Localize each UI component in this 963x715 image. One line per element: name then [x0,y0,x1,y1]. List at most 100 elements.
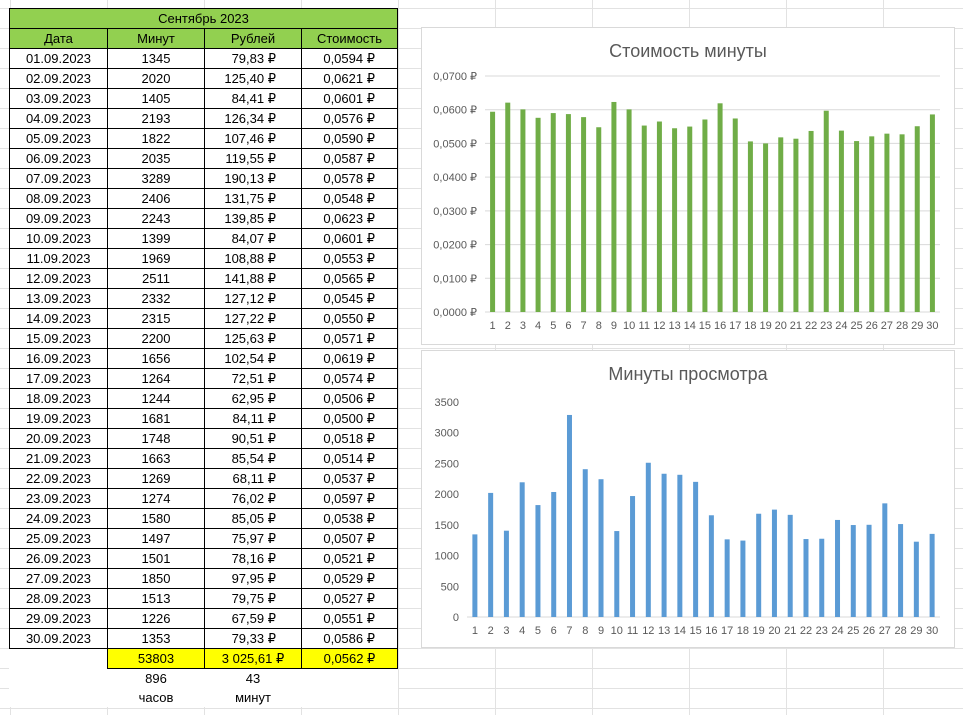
table-cell[interactable]: 79,75 ₽ [204,588,302,609]
table-cell[interactable]: 0,0571 ₽ [301,328,398,349]
table-cell[interactable]: 125,40 ₽ [204,68,302,89]
bar-day-24[interactable] [838,130,844,312]
table-cell[interactable]: 2511 [107,268,205,289]
table-cell[interactable]: 141,88 ₽ [204,268,302,289]
total-rubles[interactable]: 3 025,61 ₽ [204,648,302,669]
table-cell[interactable]: 2200 [107,328,205,349]
table-cell[interactable]: 0,0623 ₽ [301,208,398,229]
bar-day-16[interactable] [717,103,723,313]
bar-day-18[interactable] [740,540,746,617]
table-cell[interactable]: 08.09.2023 [9,188,108,209]
bar-day-25[interactable] [854,141,860,312]
table-cell[interactable]: 0,0506 ₽ [301,388,398,409]
table-cell[interactable]: 0,0538 ₽ [301,508,398,529]
bar-day-2[interactable] [488,492,494,617]
table-cell[interactable]: 0,0514 ₽ [301,448,398,469]
table-cell[interactable]: 22.09.2023 [9,468,108,489]
table-cell[interactable]: 0,0574 ₽ [301,368,398,389]
table-cell[interactable]: 0,0500 ₽ [301,408,398,429]
table-cell[interactable]: 1226 [107,608,205,629]
bar-day-1[interactable] [490,111,496,312]
table-cell[interactable]: 75,97 ₽ [204,528,302,549]
table-cell[interactable]: 13.09.2023 [9,288,108,309]
table-cell[interactable]: 0,0601 ₽ [301,88,398,109]
bar-day-13[interactable] [661,473,667,617]
bar-day-16[interactable] [708,515,714,617]
bar-day-12[interactable] [656,121,662,312]
table-cell[interactable]: 0,0586 ₽ [301,628,398,649]
table-cell[interactable]: 26.09.2023 [9,548,108,569]
table-cell[interactable]: 1656 [107,348,205,369]
bar-day-26[interactable] [869,136,875,312]
table-cell[interactable]: 17.09.2023 [9,368,108,389]
table-cell[interactable]: 2035 [107,148,205,169]
table-cell[interactable]: 21.09.2023 [9,448,108,469]
bar-day-18[interactable] [747,141,753,312]
bar-day-17[interactable] [732,118,738,312]
hours-label[interactable]: часов [138,690,174,705]
bar-day-8[interactable] [596,127,602,312]
table-cell[interactable]: 10.09.2023 [9,228,108,249]
total-minutes[interactable]: 53803 [107,648,205,669]
bar-day-9[interactable] [598,479,604,617]
bar-day-6[interactable] [565,114,571,313]
table-cell[interactable]: 0,0576 ₽ [301,108,398,129]
table-cell[interactable]: 107,46 ₽ [204,128,302,149]
table-cell[interactable]: 11.09.2023 [9,248,108,269]
table-cell[interactable]: 0,0548 ₽ [301,188,398,209]
hours-value[interactable]: 896 [145,671,167,686]
bar-day-20[interactable] [771,509,777,617]
minutes-value[interactable]: 43 [245,671,261,686]
cost-per-minute-chart[interactable]: Стоимость минуты 0,0000 ₽ 0,0100 ₽ 0,0200 … [421,27,955,345]
table-cell[interactable]: 1269 [107,468,205,489]
table-cell[interactable]: 1405 [107,88,205,109]
bar-day-11[interactable] [630,496,636,617]
bar-day-25[interactable] [850,525,856,617]
table-title[interactable]: Сентябрь 2023 [9,8,398,29]
bar-day-3[interactable] [520,109,526,313]
bar-day-22[interactable] [808,130,814,312]
table-cell[interactable]: 04.09.2023 [9,108,108,129]
table-cell[interactable]: 20.09.2023 [9,428,108,449]
empty-cell[interactable] [302,688,398,707]
table-cell[interactable]: 2315 [107,308,205,329]
table-cell[interactable]: 25.09.2023 [9,528,108,549]
bar-day-4[interactable] [519,482,525,617]
table-cell[interactable]: 68,11 ₽ [204,468,302,489]
table-cell[interactable]: 127,12 ₽ [204,288,302,309]
table-cell[interactable]: 23.09.2023 [9,488,108,509]
table-cell[interactable]: 126,34 ₽ [204,108,302,129]
table-cell[interactable]: 1969 [107,248,205,269]
table-cell[interactable]: 27.09.2023 [9,568,108,589]
bar-day-27[interactable] [882,503,888,617]
table-cell[interactable]: 190,13 ₽ [204,168,302,189]
table-cell[interactable]: 0,0537 ₽ [301,468,398,489]
column-header[interactable]: Стоимость [301,28,398,49]
table-cell[interactable]: 07.09.2023 [9,168,108,189]
viewing-minutes-chart[interactable]: Минуты просмотра 0 500 1000 1500 2000 2500 300… [421,350,955,648]
bar-day-24[interactable] [835,519,841,617]
bar-day-1[interactable] [472,534,478,617]
bar-day-23[interactable] [823,110,829,313]
table-cell[interactable]: 0,0521 ₽ [301,548,398,569]
bar-day-29[interactable] [914,126,920,312]
table-cell[interactable]: 67,59 ₽ [204,608,302,629]
bar-day-23[interactable] [819,538,825,617]
bar-day-30[interactable] [929,533,935,617]
table-cell[interactable]: 28.09.2023 [9,588,108,609]
table-cell[interactable]: 1274 [107,488,205,509]
table-cell[interactable]: 14.09.2023 [9,308,108,329]
table-cell[interactable]: 85,05 ₽ [204,508,302,529]
table-cell[interactable]: 0,0601 ₽ [301,228,398,249]
table-cell[interactable]: 79,83 ₽ [204,48,302,69]
table-cell[interactable]: 0,0597 ₽ [301,488,398,509]
table-cell[interactable]: 29.09.2023 [9,608,108,629]
bar-day-11[interactable] [641,125,647,312]
bar-day-7[interactable] [566,414,572,617]
table-cell[interactable]: 119,55 ₽ [204,148,302,169]
table-cell[interactable]: 84,11 ₽ [204,408,302,429]
table-cell[interactable]: 18.09.2023 [9,388,108,409]
table-cell[interactable]: 76,02 ₽ [204,488,302,509]
table-cell[interactable]: 0,0594 ₽ [301,48,398,69]
table-cell[interactable]: 1244 [107,388,205,409]
